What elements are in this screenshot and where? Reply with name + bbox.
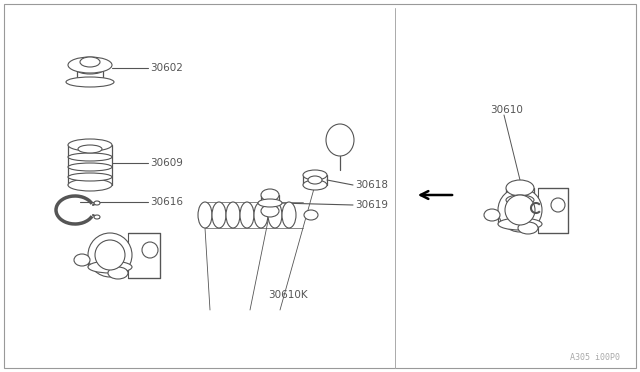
Ellipse shape [68, 179, 112, 191]
Ellipse shape [77, 66, 103, 74]
Ellipse shape [498, 218, 542, 230]
Ellipse shape [518, 222, 538, 234]
Ellipse shape [68, 163, 112, 171]
Text: 30610K: 30610K [268, 290, 308, 300]
Ellipse shape [68, 139, 112, 151]
Ellipse shape [282, 202, 296, 228]
Ellipse shape [254, 202, 268, 228]
Text: A305 i00P0: A305 i00P0 [570, 353, 620, 362]
Ellipse shape [326, 124, 354, 156]
Ellipse shape [484, 209, 500, 221]
Ellipse shape [142, 242, 158, 258]
Ellipse shape [68, 57, 112, 73]
Ellipse shape [88, 233, 132, 277]
Ellipse shape [303, 180, 327, 190]
Ellipse shape [261, 205, 279, 217]
Ellipse shape [240, 202, 254, 228]
Ellipse shape [95, 240, 125, 270]
Ellipse shape [498, 188, 542, 232]
Text: 30619: 30619 [355, 200, 388, 210]
Bar [538, 188, 568, 233]
Ellipse shape [510, 194, 530, 206]
Ellipse shape [303, 170, 327, 180]
Ellipse shape [261, 189, 279, 201]
Ellipse shape [551, 198, 565, 212]
Ellipse shape [68, 153, 112, 161]
Ellipse shape [100, 241, 120, 253]
Ellipse shape [304, 210, 318, 220]
Ellipse shape [94, 201, 100, 205]
Ellipse shape [268, 202, 282, 228]
Ellipse shape [88, 261, 132, 273]
Text: 30616: 30616 [150, 197, 183, 207]
Ellipse shape [505, 195, 535, 225]
Ellipse shape [212, 202, 226, 228]
Ellipse shape [80, 57, 100, 67]
Ellipse shape [506, 180, 534, 196]
Text: 30602: 30602 [150, 63, 183, 73]
Ellipse shape [78, 145, 102, 153]
Text: 30610: 30610 [490, 105, 523, 115]
Ellipse shape [74, 254, 90, 266]
Text: 30609: 30609 [150, 158, 183, 168]
Ellipse shape [68, 173, 112, 181]
Ellipse shape [308, 176, 322, 184]
Ellipse shape [198, 202, 212, 228]
Ellipse shape [226, 202, 240, 228]
Ellipse shape [66, 77, 114, 87]
Ellipse shape [108, 267, 128, 279]
Ellipse shape [94, 215, 100, 219]
Ellipse shape [506, 195, 534, 205]
Bar [128, 233, 160, 278]
Text: 30618: 30618 [355, 180, 388, 190]
Ellipse shape [258, 199, 282, 207]
